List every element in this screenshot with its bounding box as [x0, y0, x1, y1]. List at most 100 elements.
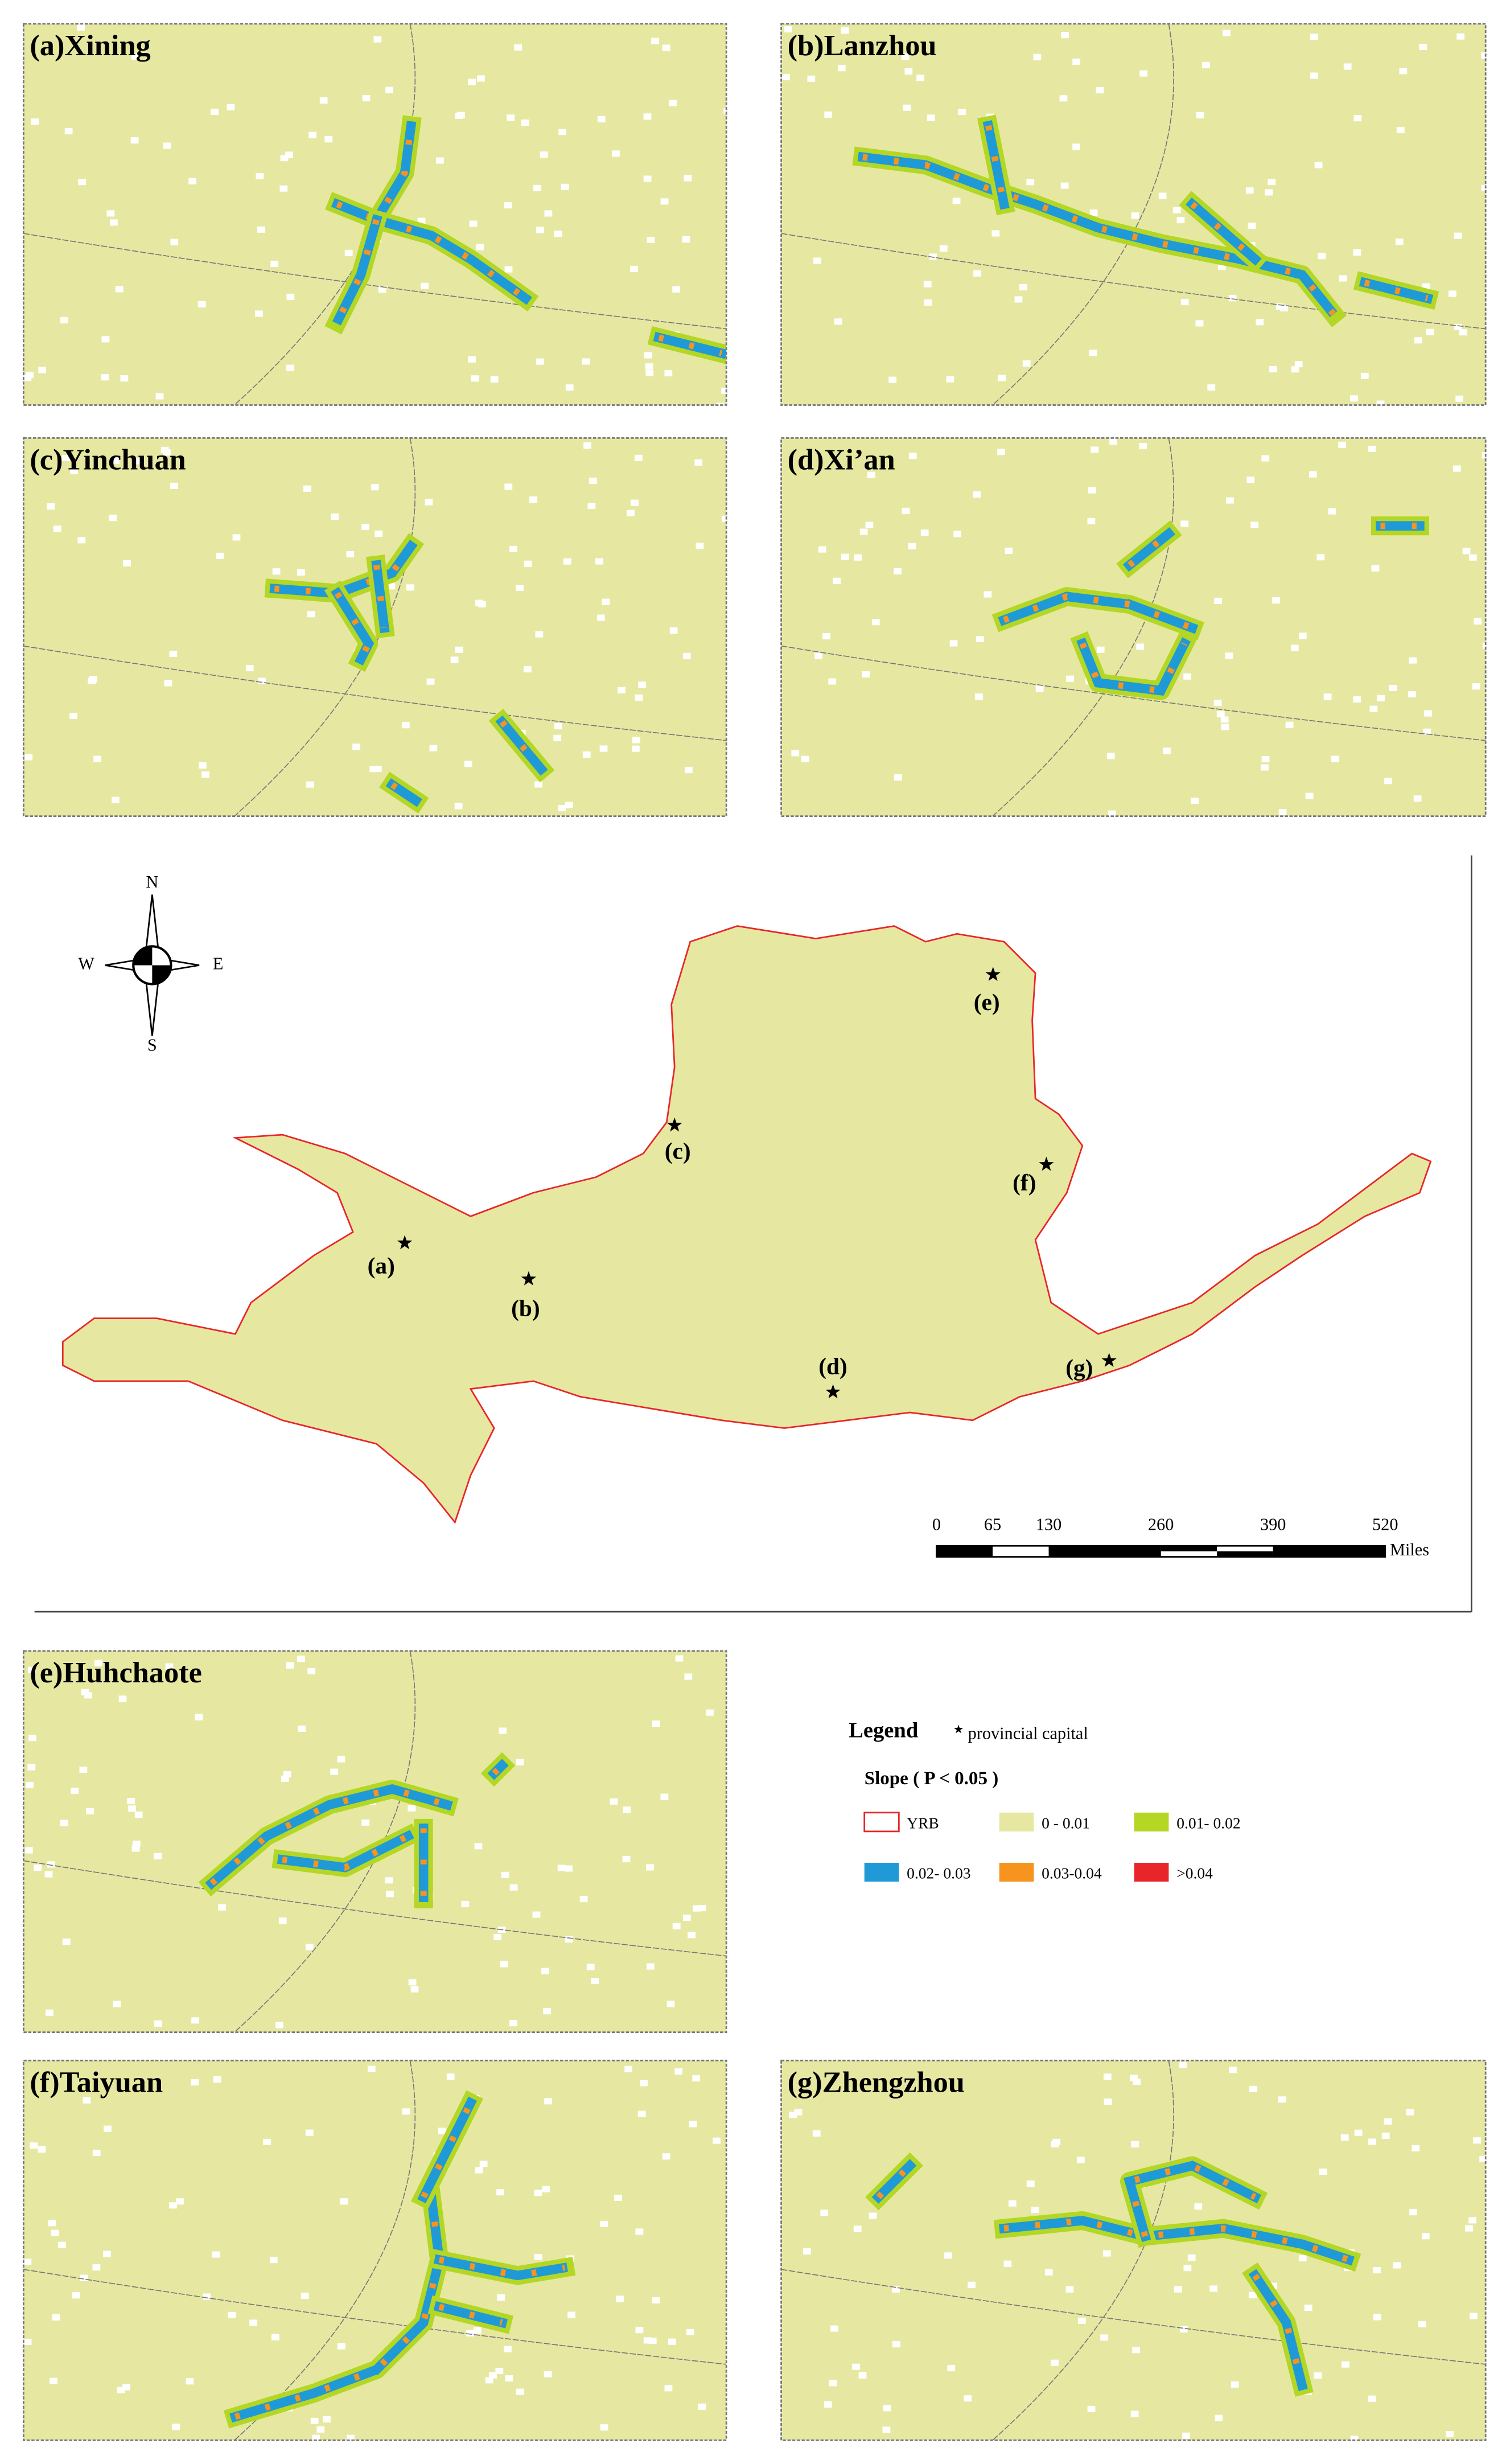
white-pixel: [201, 771, 209, 778]
inset-title: (b)Lanzhou: [788, 29, 937, 62]
white-pixel: [1409, 657, 1417, 664]
white-pixel: [716, 403, 724, 405]
scale-segment: [936, 1546, 993, 1557]
compass-letter: W: [78, 954, 94, 973]
white-pixel: [807, 75, 816, 82]
white-pixel: [784, 26, 792, 32]
white-pixel: [1424, 710, 1432, 717]
white-pixel: [271, 2334, 279, 2340]
white-pixel: [1131, 2141, 1139, 2147]
white-pixel: [464, 761, 472, 767]
white-pixel: [1454, 323, 1462, 330]
white-pixel: [973, 491, 981, 498]
white-pixel: [347, 2434, 355, 2441]
scale-tick-label: 65: [984, 1515, 1001, 1534]
scale-segment: [1329, 1551, 1385, 1557]
white-pixel: [1223, 30, 1231, 36]
white-pixel: [386, 1891, 394, 1898]
white-pixel: [154, 2020, 162, 2027]
white-pixel: [1406, 2109, 1414, 2116]
white-pixel: [1421, 2233, 1430, 2240]
white-pixel: [869, 2212, 877, 2219]
white-pixel: [1005, 547, 1013, 554]
inset-background: [781, 438, 1486, 816]
white-pixel: [188, 178, 196, 184]
white-pixel: [489, 2372, 497, 2379]
white-pixel: [118, 1695, 127, 1702]
white-pixel: [496, 2189, 504, 2196]
legend-title: Legend: [849, 1719, 919, 1743]
white-pixel: [516, 585, 524, 592]
white-pixel: [211, 108, 219, 115]
white-pixel: [1052, 2138, 1061, 2145]
white-pixel: [1396, 126, 1405, 133]
white-pixel: [599, 745, 608, 752]
urban-core: [371, 213, 532, 305]
white-pixel: [582, 751, 591, 758]
white-pixel: [1044, 2269, 1053, 2276]
white-pixel: [1278, 2096, 1286, 2103]
white-pixel: [44, 1871, 53, 1878]
white-pixel: [344, 249, 353, 256]
white-pixel: [1139, 443, 1147, 450]
capital-label: (a): [368, 1252, 395, 1279]
white-pixel: [944, 2252, 952, 2259]
white-pixel: [505, 2375, 513, 2382]
white-pixel: [154, 1853, 162, 1859]
white-pixel: [509, 2020, 517, 2027]
white-pixel: [924, 299, 932, 306]
urban-core: [385, 778, 422, 807]
white-pixel: [132, 458, 141, 465]
white-pixel: [212, 2251, 220, 2258]
white-pixel: [540, 151, 548, 158]
white-pixel: [946, 376, 954, 383]
white-pixel: [535, 631, 544, 638]
white-pixel: [638, 681, 647, 688]
inset-map: [781, 438, 1486, 816]
white-pixel: [485, 2377, 493, 2384]
white-pixel: [964, 2395, 972, 2402]
white-pixel: [558, 129, 566, 135]
white-pixel: [939, 245, 948, 252]
white-pixel: [616, 2295, 624, 2302]
white-pixel: [1381, 2132, 1390, 2139]
white-pixel: [275, 2022, 283, 2028]
white-pixel: [646, 1963, 655, 1970]
white-pixel: [534, 2190, 542, 2196]
urban-core: [1248, 2269, 1308, 2391]
white-pixel: [1412, 2145, 1420, 2151]
white-pixel: [457, 112, 465, 118]
white-pixel: [57, 2241, 66, 2248]
white-pixel: [1089, 209, 1098, 216]
white-pixel: [475, 599, 483, 606]
white-pixel: [1269, 2282, 1277, 2289]
white-pixel: [120, 375, 129, 382]
white-pixel: [305, 1944, 314, 1950]
white-pixel: [953, 531, 961, 537]
white-pixel: [920, 529, 929, 536]
white-pixel: [516, 1759, 524, 1765]
white-pixel: [837, 65, 846, 72]
inset-background: [23, 2060, 727, 2441]
white-pixel: [103, 2251, 111, 2257]
white-pixel: [1026, 179, 1035, 186]
white-pixel: [554, 723, 562, 730]
white-pixel: [278, 1917, 287, 1924]
white-pixel: [713, 2137, 721, 2144]
white-pixel: [1026, 2180, 1035, 2187]
white-pixel: [26, 1781, 34, 1788]
white-pixel: [814, 652, 822, 659]
white-pixel: [128, 1805, 136, 1812]
white-pixel: [558, 804, 566, 811]
white-pixel: [86, 1808, 94, 1814]
urban-core: [1124, 2161, 1262, 2243]
white-pixel: [1077, 2317, 1086, 2324]
white-pixel: [1179, 2326, 1188, 2332]
white-pixel: [387, 583, 396, 590]
white-pixel: [1051, 2359, 1059, 2366]
white-pixel: [591, 1978, 599, 1985]
white-pixel: [666, 2001, 675, 2007]
white-pixel: [263, 2138, 271, 2145]
white-pixel: [901, 53, 910, 60]
white-pixel: [509, 1884, 518, 1891]
